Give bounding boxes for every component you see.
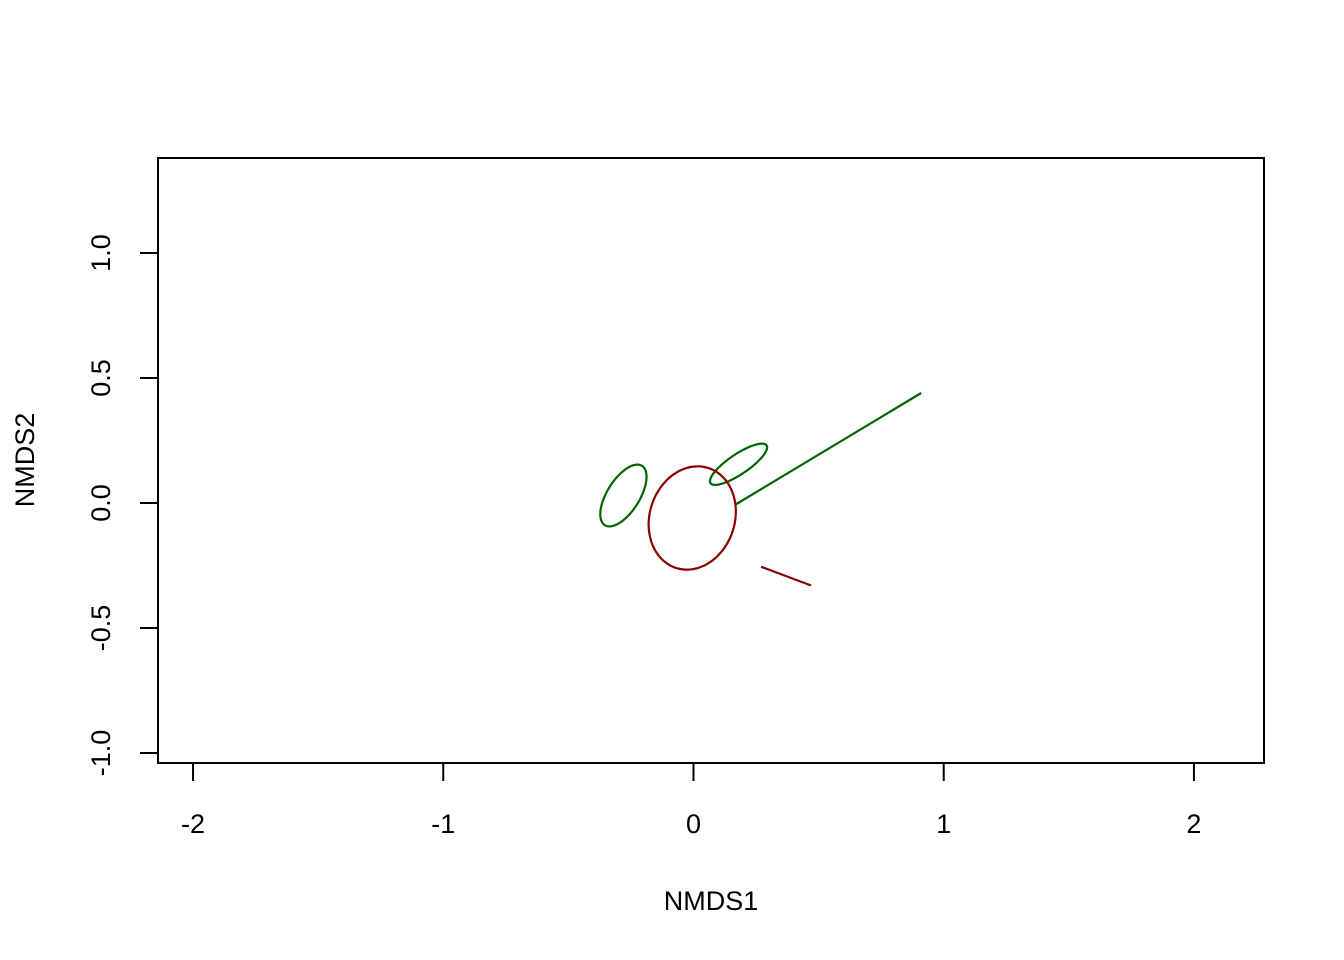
y-axis: -1.0 -0.5 0.0 0.5 1.0: [86, 234, 159, 777]
x-axis: -2 -1 0 1 2: [181, 762, 1201, 839]
green-ellipse-right: [708, 442, 769, 487]
y-tick-label: 0.5: [86, 359, 116, 397]
x-tick-label: 1: [936, 809, 951, 839]
x-tick-label: -2: [181, 809, 205, 839]
plot-frame: [157, 157, 1265, 764]
green-segment: [735, 392, 922, 506]
green-ellipse-left: [599, 463, 648, 528]
x-tick-label: 0: [686, 809, 701, 839]
red-ellipse: [647, 465, 737, 571]
x-tick-label: -1: [431, 809, 455, 839]
y-axis-label: NMDS2: [10, 413, 40, 508]
y-tick-label: 1.0: [86, 234, 116, 272]
y-tick-label: -0.5: [86, 605, 116, 652]
red-segment: [760, 565, 812, 587]
x-tick-label: 2: [1186, 809, 1201, 839]
y-tick-label: 0.0: [86, 484, 116, 522]
plot-marks: [599, 392, 922, 587]
x-axis-label: NMDS1: [664, 886, 759, 916]
y-tick-label: -1.0: [86, 730, 116, 777]
